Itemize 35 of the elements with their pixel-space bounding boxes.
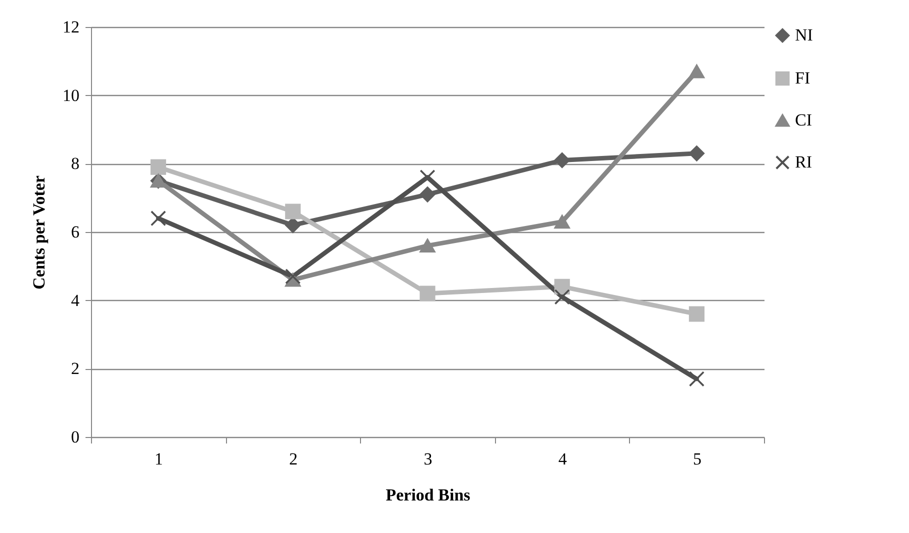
point: [150, 210, 166, 226]
y-tick-label: 0: [71, 428, 80, 446]
point: [150, 159, 166, 175]
point: [554, 278, 570, 294]
x-axis-title: Period Bins: [386, 486, 471, 504]
x-tick-label: 2: [289, 450, 298, 468]
x-tick-label: 1: [154, 450, 164, 468]
y-tick-label: 4: [71, 290, 80, 310]
point: [420, 286, 436, 302]
point: [688, 64, 704, 78]
point: [688, 371, 704, 387]
legend-label: FI: [795, 68, 810, 88]
x-tick-label: 5: [692, 450, 702, 468]
y-axis-title: Cents per Voter: [30, 175, 48, 290]
point: [554, 289, 570, 305]
legend-label: NI: [795, 26, 814, 44]
point: [285, 268, 301, 284]
point: [688, 306, 704, 322]
y-tick-label: 8: [71, 154, 80, 174]
point: [285, 217, 301, 233]
point: [688, 146, 704, 162]
point: [420, 186, 436, 202]
x-tick-label: 4: [558, 450, 568, 468]
point: [420, 238, 436, 253]
legend-label: RI: [795, 152, 812, 172]
point: [554, 214, 570, 229]
point: [420, 170, 436, 186]
y-tick-label: 6: [71, 222, 80, 242]
y-tick-label: 2: [71, 359, 80, 378]
legend-label: CI: [795, 110, 812, 130]
y-tick-label: 12: [62, 18, 80, 36]
point: [285, 204, 301, 220]
y-tick-label: 10: [62, 86, 80, 105]
x-tick-label: 3: [424, 450, 432, 468]
point: [554, 152, 570, 168]
